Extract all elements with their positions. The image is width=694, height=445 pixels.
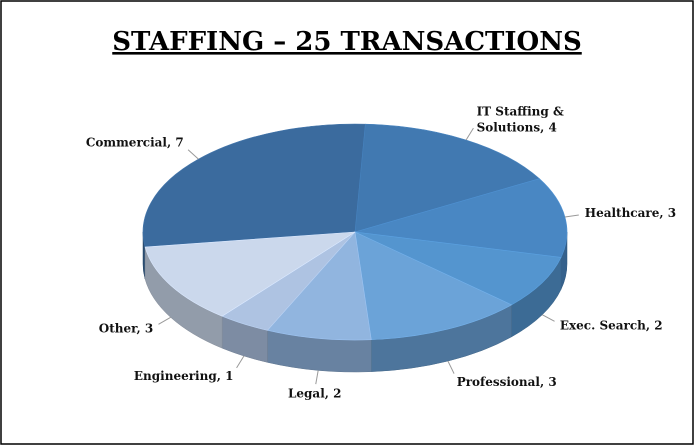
leader-line [158, 316, 171, 325]
leader-line [564, 214, 579, 218]
data-label: Legal, 2 [288, 386, 342, 400]
data-label: Other, 3 [99, 322, 154, 336]
pie-slice [354, 231, 562, 306]
data-label: Exec. Search, 2 [560, 318, 663, 332]
leader-line [541, 314, 555, 322]
data-label: Healthcare, 3 [585, 206, 676, 220]
pie-slice [266, 231, 372, 341]
leader-line [447, 360, 455, 374]
leader-line [187, 149, 199, 160]
data-label: IT Staffing & Solutions, 4 [477, 104, 564, 134]
chart-title: STAFFING – 25 TRANSACTIONS [112, 27, 582, 57]
data-label: Commercial, 7 [86, 135, 184, 149]
data-label: Professional, 3 [457, 375, 557, 389]
pie-slice [142, 123, 366, 248]
pie-slice [144, 231, 356, 317]
leader-line [465, 127, 474, 141]
data-label: Engineering, 1 [134, 369, 234, 383]
pie-slice [354, 231, 513, 340]
leader-line [236, 355, 245, 369]
leader-line [315, 370, 319, 385]
